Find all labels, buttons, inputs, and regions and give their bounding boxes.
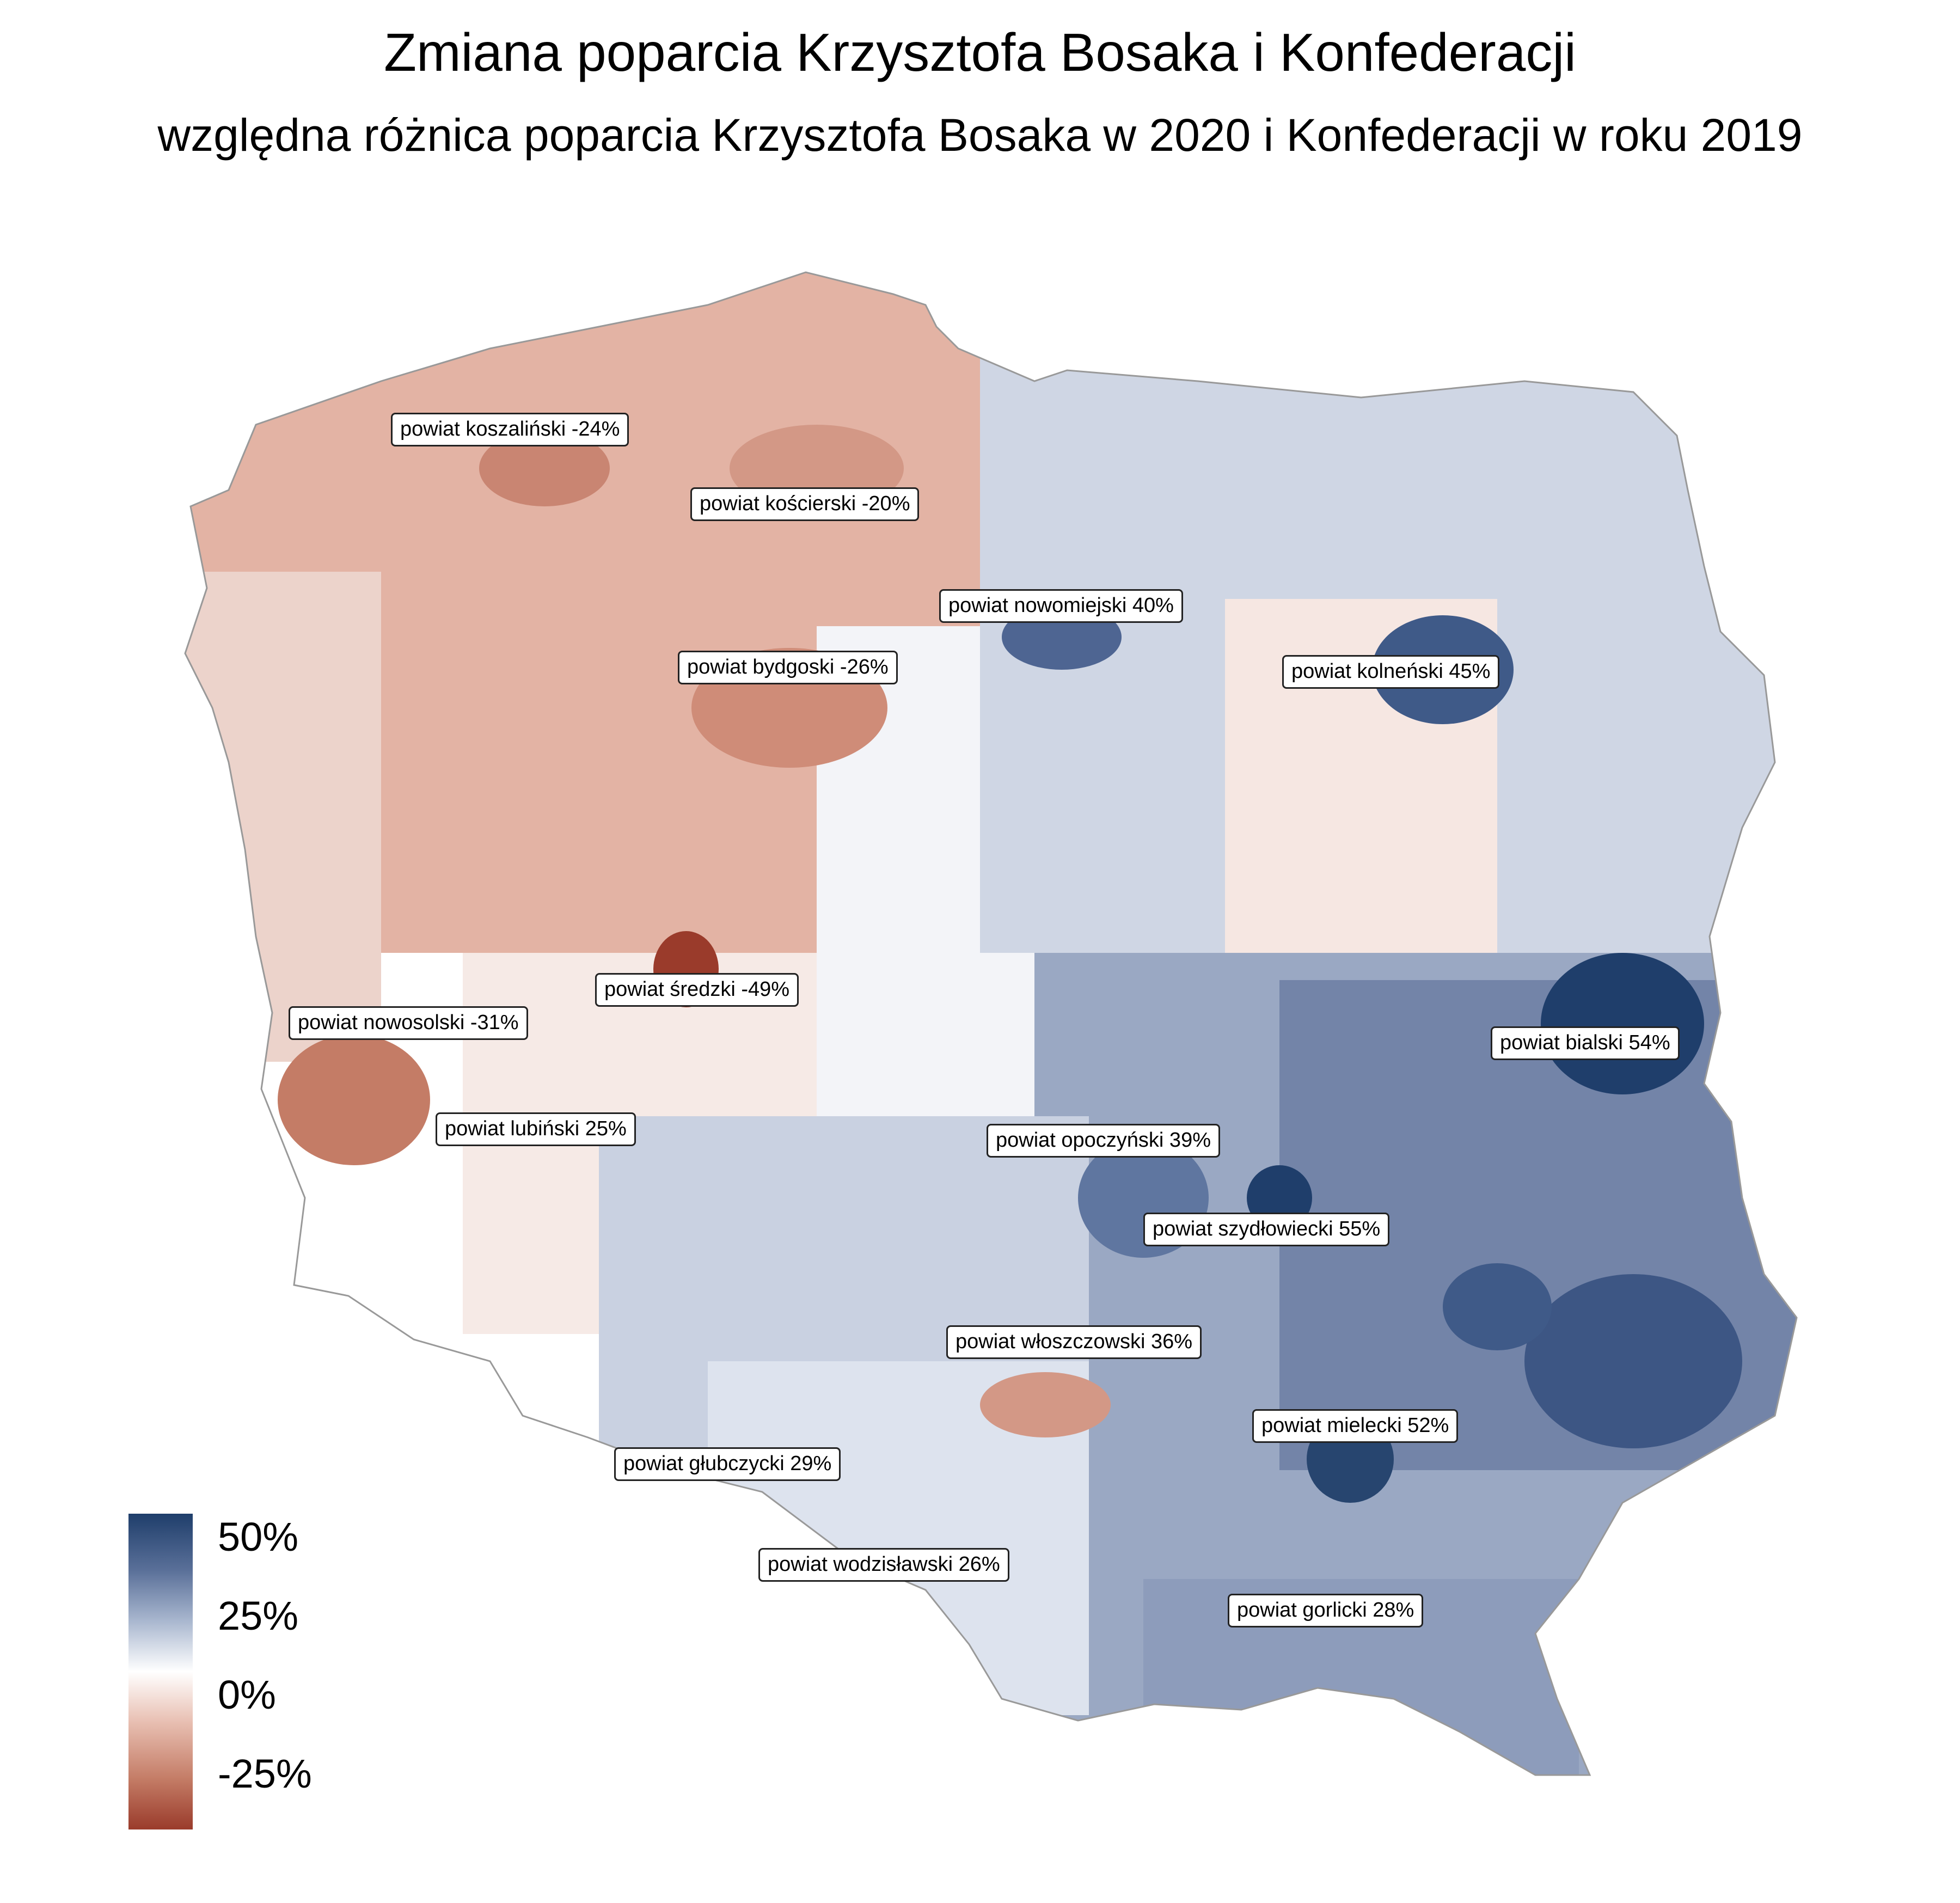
callout-bialski: powiat bialski 54% bbox=[1491, 1026, 1680, 1060]
callout-glubczycki: powiat głubczycki 29% bbox=[614, 1447, 841, 1481]
map-title: Zmiana poparcia Krzysztofa Bosaka i Konf… bbox=[384, 22, 1576, 82]
callout-wloszczowski: powiat włoszczowski 36% bbox=[946, 1325, 1202, 1359]
callout-lubinski: powiat lubiński 25% bbox=[436, 1112, 636, 1146]
legend-label-50: 50% bbox=[218, 1514, 299, 1559]
callout-gorlicki: powiat gorlicki 28% bbox=[1228, 1594, 1424, 1627]
callout-kolnenski: powiat kolneński 45% bbox=[1282, 655, 1500, 689]
callout-nowosolski: powiat nowosolski -31% bbox=[289, 1006, 528, 1040]
callout-koscierski: powiat kościerski -20% bbox=[690, 487, 920, 521]
callout-szydlowiecki: powiat szydłowiecki 55% bbox=[1143, 1213, 1390, 1246]
callout-sredzki: powiat średzki -49% bbox=[595, 973, 799, 1007]
legend-label-minus25: -25% bbox=[218, 1751, 312, 1796]
legend-colorbar bbox=[128, 1514, 193, 1829]
callout-bydgoski: powiat bydgoski -26% bbox=[678, 651, 898, 684]
callout-wodzislawski: powiat wodzisławski 26% bbox=[758, 1548, 1009, 1582]
legend-label-0: 0% bbox=[218, 1672, 276, 1717]
callout-opoczynski: powiat opoczyński 39% bbox=[987, 1124, 1220, 1158]
callout-mielecki: powiat mielecki 52% bbox=[1252, 1409, 1459, 1443]
map-subtitle: względna różnica poparcia Krzysztofa Bos… bbox=[157, 109, 1803, 161]
callout-nowomiejski: powiat nowomiejski 40% bbox=[939, 589, 1183, 623]
callout-koszalinski: powiat koszaliński -24% bbox=[391, 413, 629, 446]
legend-label-25: 25% bbox=[218, 1593, 299, 1638]
